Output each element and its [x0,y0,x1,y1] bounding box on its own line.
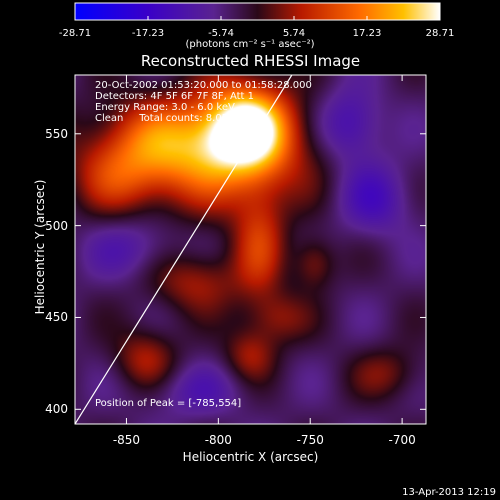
x-tick-label: -850 [112,433,141,447]
chart-title: Reconstructed RHESSI Image [140,52,361,70]
annotation-detectors: Detectors: 4F 5F 6F 7F 8F, Att 1 [95,91,255,102]
y-tick-label: 400 [45,402,68,417]
x-tick-label: -700 [388,433,416,447]
annotation-clean-counts: Clean Total counts: 8.05e+05 [95,113,256,124]
colorbar-tick-label: -28.71 [58,28,92,39]
colorbar-tick-label: -5.74 [208,28,234,39]
plot-frame [74,74,427,425]
colorbar-ticks [74,16,441,20]
annotation-peak-position: Position of Peak = [-785,554] [95,398,242,409]
y-tick-label: 500 [45,218,68,233]
annotation-time-range: 20-Oct-2002 01:53:20.000 to 01:58:28.000 [95,80,312,91]
y-axis-label: Heliocentric Y (arcsec) [33,179,47,315]
colorbar-units: (photons cm⁻² s⁻¹ asec⁻²) [185,39,315,50]
axis-ticks [75,75,426,424]
heatmap-image [75,75,426,424]
x-tick-label: -750 [296,433,324,447]
footer-timestamp: 13-Apr-2013 12:19 [402,487,496,498]
fov-limb-line [75,75,293,424]
annotation-energy-range: Energy Range: 3.0 - 6.0 keV [95,102,235,113]
colorbar-tick-label: 28.71 [425,28,455,39]
colorbar-tick-label: 5.74 [282,28,306,39]
colorbar [74,2,441,21]
x-axis-label: Heliocentric X (arcsec) [182,450,319,464]
colorbar-tick-label: -17.23 [131,28,165,39]
y-tick-label: 450 [45,310,68,325]
x-tick-label: -800 [204,433,232,447]
colorbar-tick-label: 17.23 [352,28,382,39]
y-tick-label: 550 [45,126,68,141]
